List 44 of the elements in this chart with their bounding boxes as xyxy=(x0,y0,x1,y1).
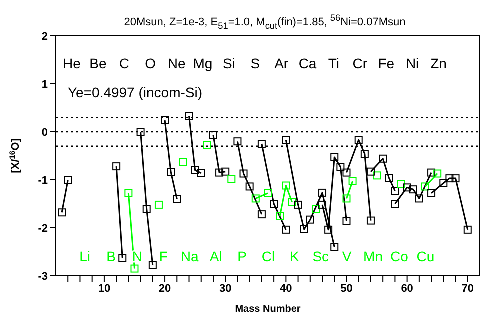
annotation: Ca xyxy=(298,56,317,72)
annotation: O xyxy=(145,56,156,72)
annotation: V xyxy=(342,248,352,265)
chart-title: 20Msun, Z=1e-3, E$_{51}$=1.0, M$_{cut}$(fin)=1.85, $^{56}$Ni=0.07Msun xyxy=(123,12,407,31)
x-tick-label: 20 xyxy=(158,282,172,295)
annotation: Mn xyxy=(364,248,383,265)
x-axis-title: Mass Number xyxy=(235,304,301,315)
annotation: P xyxy=(238,248,247,265)
x-tick-label: 10 xyxy=(98,282,111,295)
annotation: Cl xyxy=(262,248,276,265)
annotation: C xyxy=(119,56,130,72)
annotation: Sc xyxy=(312,248,330,265)
annotation: Li xyxy=(80,248,91,265)
annotation: Ar xyxy=(274,56,289,72)
annotation: Al xyxy=(210,248,222,265)
x-tick-label: 40 xyxy=(280,282,292,295)
annotation: Ni xyxy=(406,56,420,72)
annotation: S xyxy=(250,56,260,72)
annotation: Na xyxy=(180,248,200,265)
x-tick-label: 70 xyxy=(462,282,474,295)
annotation: Ne xyxy=(168,56,186,72)
annotation: Be xyxy=(90,56,107,72)
annotation: Cr xyxy=(352,56,368,72)
annotation: K xyxy=(290,248,300,265)
x-tick-label: 60 xyxy=(401,282,414,295)
annotation: Mg xyxy=(193,56,213,72)
annotation: Ti xyxy=(328,56,340,72)
annotation: Ye=0.4997 (incom-Si) xyxy=(68,84,203,100)
annotation: He xyxy=(63,56,82,72)
y-tick-label: 0 xyxy=(42,126,48,139)
y-tick-label: 2 xyxy=(42,30,48,43)
y-tick-label: -1 xyxy=(38,174,48,187)
y-tick-label: -2 xyxy=(38,222,48,235)
y-tick-label: -3 xyxy=(38,270,48,283)
annotation: B xyxy=(106,248,116,265)
annotation: Fe xyxy=(378,56,395,72)
annotation: Si xyxy=(222,56,236,72)
x-tick-label: 30 xyxy=(219,282,232,295)
y-tick-label: 1 xyxy=(42,78,48,91)
x-tick-label: 50 xyxy=(340,282,353,295)
annotation: Cu xyxy=(416,248,435,265)
annotation: Zn xyxy=(430,56,447,72)
annotation: Co xyxy=(390,248,409,265)
annotation: F xyxy=(159,248,168,265)
